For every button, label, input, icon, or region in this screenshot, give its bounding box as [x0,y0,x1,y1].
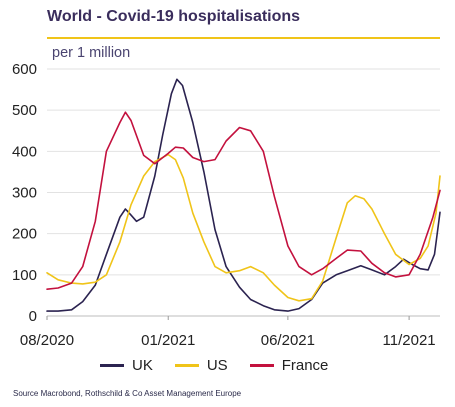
gridlines [47,68,440,317]
x-tick-label: 08/2020 [20,332,74,349]
y-tick-label: 500 [12,102,37,119]
x-tick-label: 11/2021 [383,332,436,349]
y-tick-label: 600 [12,61,37,78]
y-tick-label: 400 [12,143,37,160]
y-axis-unit-label: per 1 million [52,45,131,61]
chart-title: World - Covid-19 hospitalisations [47,8,301,25]
series-line-us [46,153,441,302]
line-chart: 0 100 200 300 400 500 600 08/2020 01/2021 06/202… [12,61,441,349]
title-underline [47,37,440,39]
y-tick-labels: 0 100 200 300 400 500 600 [12,61,37,325]
y-tick-label: 0 [29,308,37,325]
y-tick-label: 200 [12,226,37,243]
source-note: Source Macrobond, Rothschild & Co Asset … [13,389,242,398]
y-tick-label: 300 [12,185,37,202]
legend-label-uk: UK [132,357,153,374]
x-tick-label: 06/2021 [261,332,315,349]
legend-label-france: France [281,357,329,374]
series-lines [46,78,441,312]
legend-swatch-france [249,364,274,367]
y-tick-label: 100 [12,267,37,284]
legend-item-us: US [174,357,228,374]
legend-swatch-us [174,364,199,367]
x-tick-labels: 08/2020 01/2021 06/2021 11/2021 [20,316,436,349]
legend-item-france: France [249,357,329,374]
x-tick-label: 01/2021 [141,332,195,349]
legend-swatch-uk [100,364,124,367]
series-line-france [46,111,441,290]
legend-label-us: US [206,357,228,374]
legend: UK US France [100,357,350,374]
legend-item-uk: UK [100,357,153,374]
series-line-uk [46,78,441,312]
